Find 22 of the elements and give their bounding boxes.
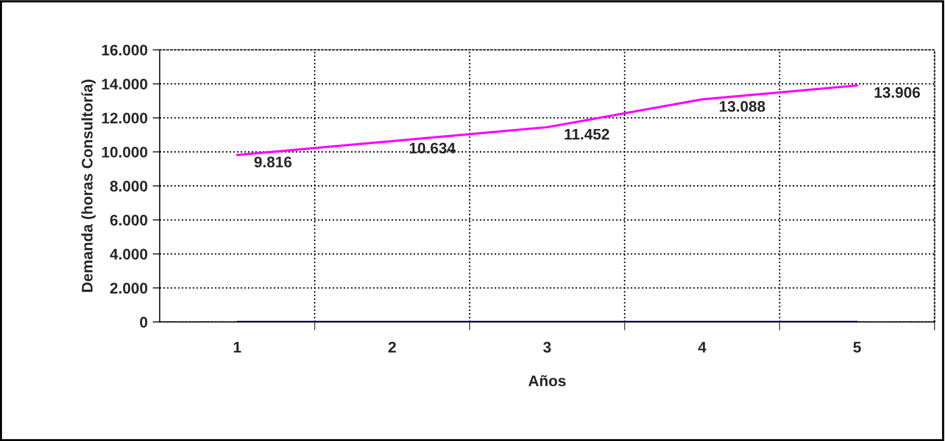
x-tick-label: 5 [853,342,861,353]
y-tick-label: 10.000 [102,146,148,158]
x-tick-label: 1 [234,342,242,352]
x-tick-label: 2 [388,342,396,352]
x-tick-label: 3 [543,342,551,353]
x-tick-label: 4 [698,342,706,352]
data-label: 9.816 [254,156,292,168]
y-tick-label: 8.000 [110,180,148,192]
data-label: 10.634 [410,142,456,154]
data-label: 13.088 [720,100,766,112]
line-series [236,84,858,156]
y-tick-label: 0 [140,316,148,328]
y-tick-label: 16.000 [102,44,148,56]
x-axis-title: Años [528,375,566,386]
data-label: 13.906 [874,87,920,98]
y-axis-title: Demanda (horas Consultoría) [81,80,96,292]
y-tick-label: 2.000 [110,282,148,294]
y-tick-label: 12.000 [102,112,148,124]
y-tick-label: 6.000 [110,214,148,226]
data-label: 11.452 [564,128,610,140]
y-tick-label: 14.000 [102,78,148,90]
y-tick-label: 4.000 [110,248,148,260]
